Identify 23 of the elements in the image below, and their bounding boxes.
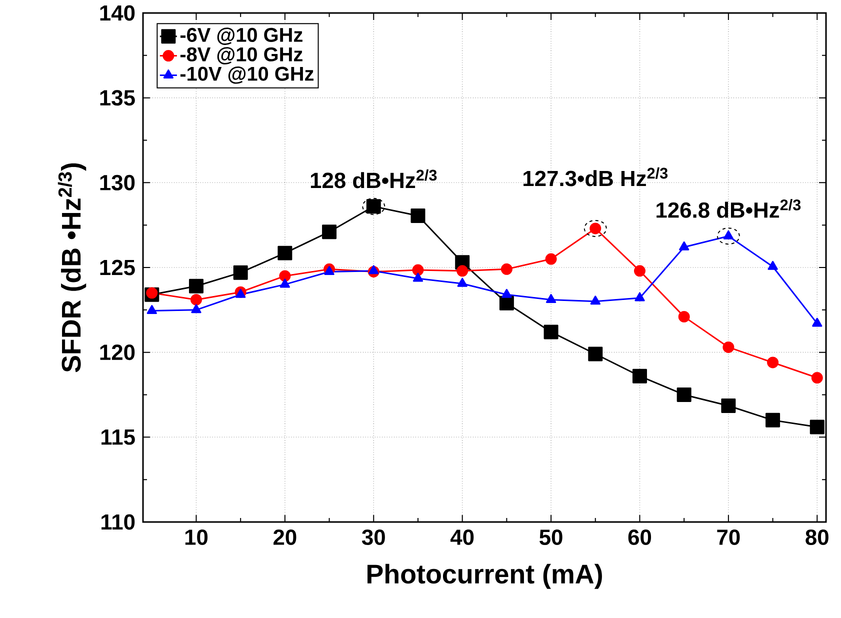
legend-label: -10V @10 GHz xyxy=(180,66,314,84)
y-tick-label: 115 xyxy=(102,430,135,445)
x-tick-label: 60 xyxy=(628,529,652,546)
legend-label: -8V @10 GHz xyxy=(180,47,302,64)
x-tick-label: 20 xyxy=(274,529,296,546)
x-tick-label: 50 xyxy=(540,529,562,546)
y-tick-label: 110 xyxy=(102,514,135,530)
annotation: 127.3•dB Hz$^{2/3}$ xyxy=(524,167,668,186)
legend-label: -6V @10 GHz xyxy=(180,28,302,45)
annotation: 128 dB•Hz$^{2/3}$ xyxy=(310,169,437,188)
y-tick-label: 120 xyxy=(100,344,135,360)
x-tick-label: 30 xyxy=(362,529,385,546)
x-tick-label: 70 xyxy=(717,529,740,546)
x-axis-title: Photocurrent (mA) xyxy=(368,564,602,589)
x-tick-label: 40 xyxy=(450,529,474,546)
x-tick-label: 10 xyxy=(185,529,208,546)
y-tick-label: 125 xyxy=(100,260,135,276)
x-tick-label: 80 xyxy=(806,529,828,546)
y-tick-label: 140 xyxy=(100,5,135,21)
annotation: 126.8 dB•Hz$^{2/3}$ xyxy=(656,199,801,218)
y-axis-title: SFDR (dB •Hz$^{2/3}$) xyxy=(58,163,86,372)
y-tick-label: 135 xyxy=(100,90,135,106)
y-tick-label: 130 xyxy=(100,174,135,190)
